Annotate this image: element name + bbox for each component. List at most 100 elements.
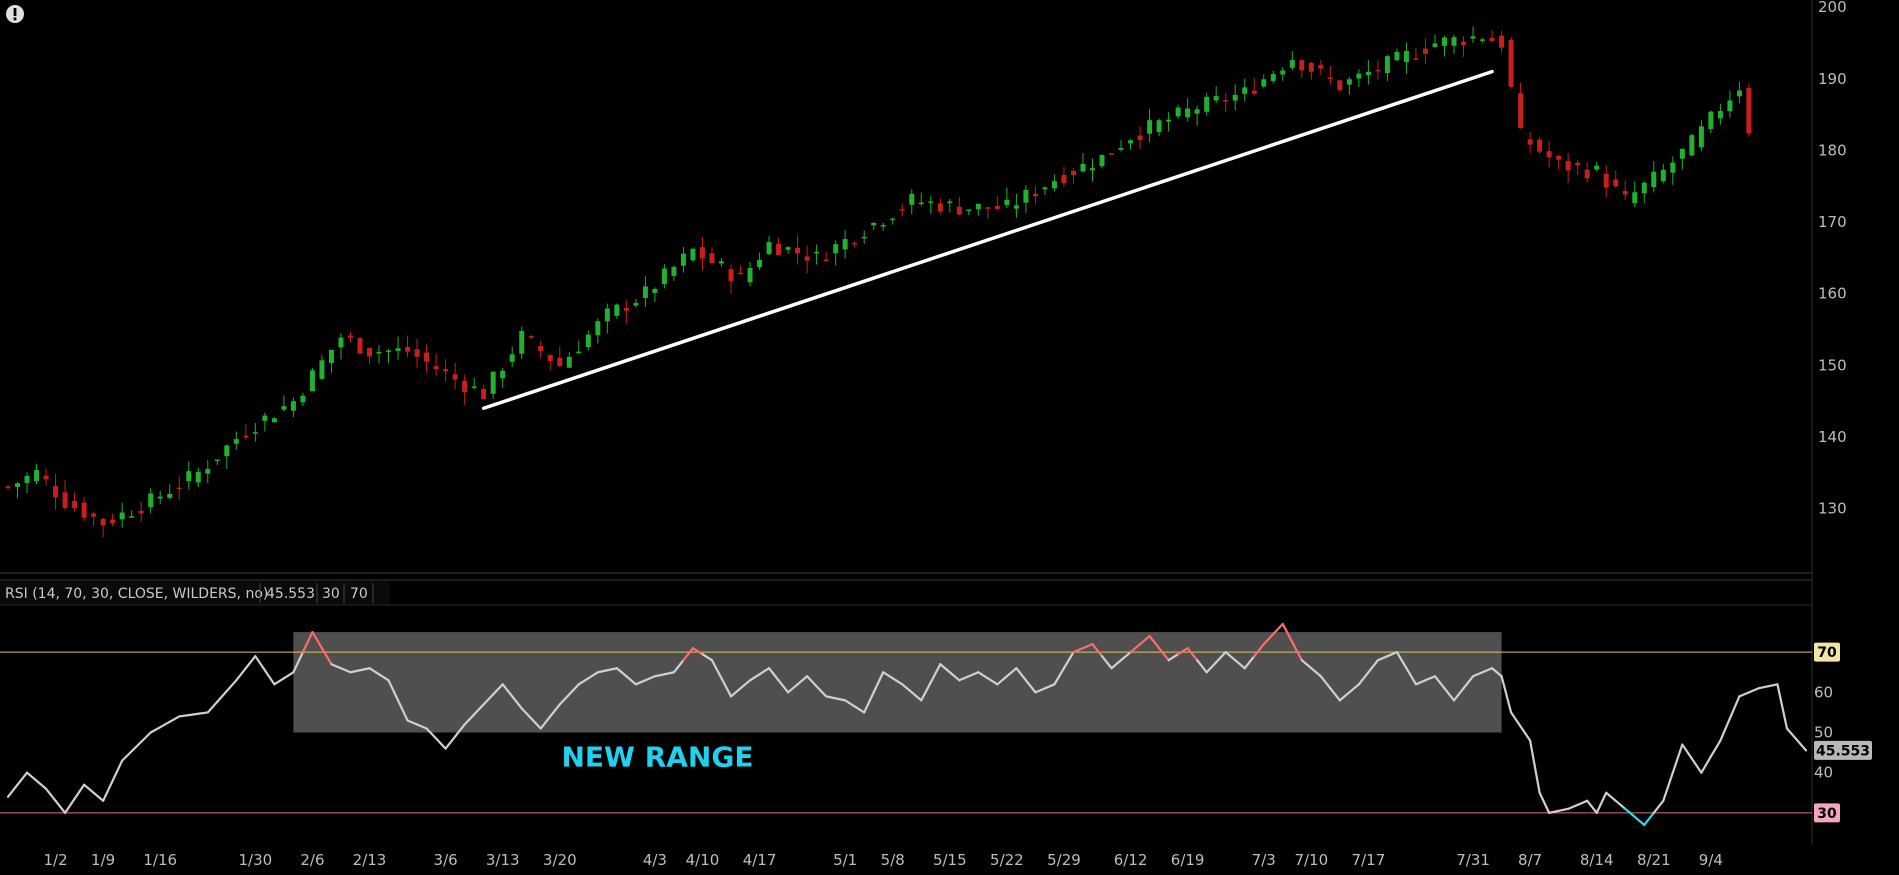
candle <box>1375 69 1381 72</box>
rsi-segment <box>1281 622 1294 644</box>
rsi-segment <box>244 655 257 670</box>
candle <box>661 268 667 285</box>
rsi-segment <box>1224 651 1237 662</box>
candle <box>167 493 173 498</box>
rsi-segment <box>920 681 932 702</box>
candle <box>281 406 287 410</box>
date-tick-label: 5/8 <box>881 851 905 869</box>
rsi-segment <box>977 671 989 680</box>
trendline[interactable] <box>481 69 1494 411</box>
candle <box>728 269 734 282</box>
candle <box>53 486 59 498</box>
date-tick-label: 7/17 <box>1352 851 1386 869</box>
rsi-segment <box>1024 679 1037 694</box>
rsi-segment <box>130 740 143 753</box>
rsi-segment <box>1262 632 1275 646</box>
candle <box>490 371 496 394</box>
candle <box>1461 41 1467 46</box>
candle <box>947 201 953 204</box>
rsi-segment <box>777 679 790 694</box>
candle <box>386 350 392 352</box>
rsi-segment <box>767 667 780 682</box>
rsi-segment <box>339 667 352 674</box>
candle <box>1080 163 1086 172</box>
rsi-segment <box>1348 683 1360 694</box>
candle <box>195 471 201 483</box>
candle <box>604 308 610 322</box>
rsi-segment <box>1462 675 1475 690</box>
rsi-segment <box>35 779 48 790</box>
rsi-segment <box>216 689 228 703</box>
rsi-segment <box>1053 667 1066 686</box>
candle <box>1632 192 1638 204</box>
rsi-segment <box>301 630 314 654</box>
candle <box>557 357 563 367</box>
candle <box>642 286 648 299</box>
candle <box>24 475 30 484</box>
candle <box>1518 93 1524 128</box>
rsi-segment <box>1662 771 1674 802</box>
candle <box>1346 79 1352 85</box>
candle <box>1489 37 1495 42</box>
candle <box>595 321 601 336</box>
candle <box>300 395 306 403</box>
rsi-segment <box>1119 651 1132 662</box>
candle <box>652 288 658 293</box>
rsi-segment <box>63 797 76 814</box>
date-tick-label: 9/4 <box>1699 851 1723 869</box>
candle <box>1746 88 1752 134</box>
rsi-segment <box>263 669 276 686</box>
candle <box>1594 165 1600 170</box>
candle <box>975 203 981 210</box>
rsi-segment <box>1395 651 1408 670</box>
candle <box>405 346 411 352</box>
candle <box>309 370 315 392</box>
rsi-segment <box>1671 743 1684 774</box>
candle <box>509 354 515 362</box>
candle <box>614 304 620 316</box>
rsi-segment <box>406 719 419 726</box>
rsi-segment <box>682 647 695 662</box>
candle <box>899 209 905 211</box>
candle <box>1413 58 1419 60</box>
exclamation-circle-icon[interactable] <box>6 5 24 23</box>
rsi-segment <box>387 679 400 702</box>
date-tick-label: 3/20 <box>543 851 577 869</box>
candle <box>357 338 363 354</box>
date-tick-label: 2/6 <box>300 851 324 869</box>
date-tick-label: 8/14 <box>1580 851 1614 869</box>
rsi-study-label[interactable]: RSI (14, 70, 30, CLOSE, WILDERS, no) <box>5 586 268 602</box>
rsi-segment <box>1091 643 1104 658</box>
candle <box>1641 182 1647 194</box>
candle <box>1499 35 1505 48</box>
rsi-segment <box>1490 667 1503 678</box>
candle <box>1185 108 1191 118</box>
candle <box>880 224 886 227</box>
rsi-segment <box>187 712 200 717</box>
price-tick-label: 150 <box>1818 356 1847 374</box>
rsi-segment <box>796 675 809 686</box>
rsi-segment <box>1700 755 1712 774</box>
candle <box>1232 94 1238 101</box>
price-tick-label: 140 <box>1818 428 1847 446</box>
rsi-segment <box>967 671 980 678</box>
candle <box>1603 173 1609 188</box>
rsi-segment <box>225 679 238 693</box>
rsi-segment <box>958 675 970 682</box>
rsi-segment <box>282 671 295 680</box>
candle <box>1613 179 1619 187</box>
rsi-segment <box>1129 643 1142 654</box>
candle <box>547 355 553 362</box>
rsi-segment <box>806 675 818 688</box>
rsi-segment <box>1034 687 1047 694</box>
rsi-segment <box>292 651 305 674</box>
candle <box>1651 171 1657 188</box>
rsi-segment <box>92 791 105 802</box>
rsi-segment <box>1500 675 1513 714</box>
rsi-segment <box>1424 675 1437 682</box>
candle <box>1299 60 1305 71</box>
candle <box>347 335 353 338</box>
rsi-segment <box>825 695 837 700</box>
rsi-last-value: 45.553 <box>266 586 315 602</box>
rsi-segment <box>1405 667 1418 686</box>
